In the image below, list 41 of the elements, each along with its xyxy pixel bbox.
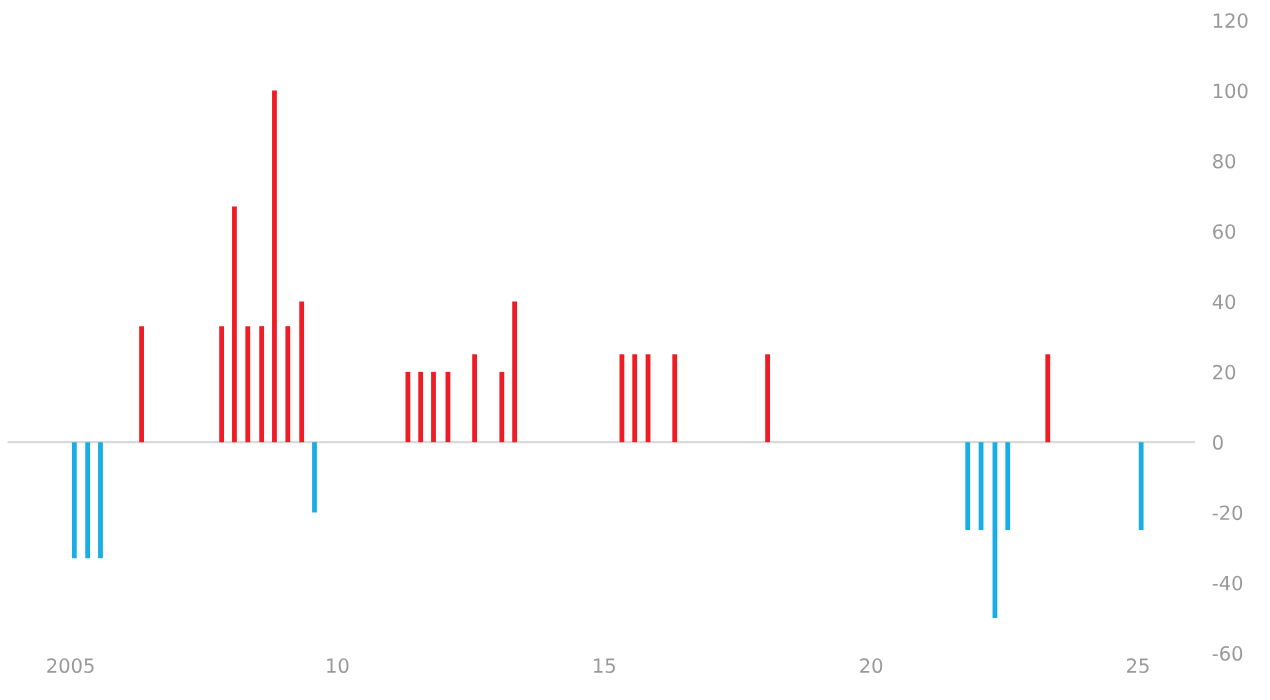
bar [965,442,971,531]
x-tick-label: 10 [327,658,349,674]
y-tick-label: 0 [1213,435,1223,450]
x-tick-label: 20 [860,658,883,674]
bar [219,326,225,443]
bar [632,354,638,443]
bar [245,326,251,443]
y-tick-label: 20 [1213,364,1236,380]
bar [1138,442,1144,531]
bar [232,206,237,443]
y-tick-label: 40 [1212,294,1236,310]
y-tick-label: 80 [1213,153,1236,169]
bar [299,301,305,443]
x-tick-label: 2005 [47,658,94,674]
x-tick-label: 15 [594,658,615,674]
x-tick-label: 25 [1127,658,1149,674]
bar [672,354,678,443]
bar [1045,354,1051,443]
bar [418,371,424,443]
bar [71,442,77,559]
bar [272,90,277,443]
bar [259,326,265,443]
y-tick-label: 120 [1213,13,1248,28]
bar [139,326,144,443]
y-tick-label: -20 [1212,505,1243,521]
bar [405,371,411,443]
bar [431,371,436,443]
bar [512,301,518,443]
y-tick-label: -60 [1212,646,1243,661]
bar [85,442,91,559]
bar [765,354,770,443]
bar [619,354,625,443]
bar [285,326,291,443]
bar [499,371,505,443]
bar [472,354,477,443]
bar [312,442,317,513]
bar [98,442,103,559]
y-tick-label: -40 [1212,575,1243,591]
bar [1005,442,1011,531]
y-tick-label: 100 [1213,83,1248,99]
y-tick-label: 60 [1213,224,1236,239]
